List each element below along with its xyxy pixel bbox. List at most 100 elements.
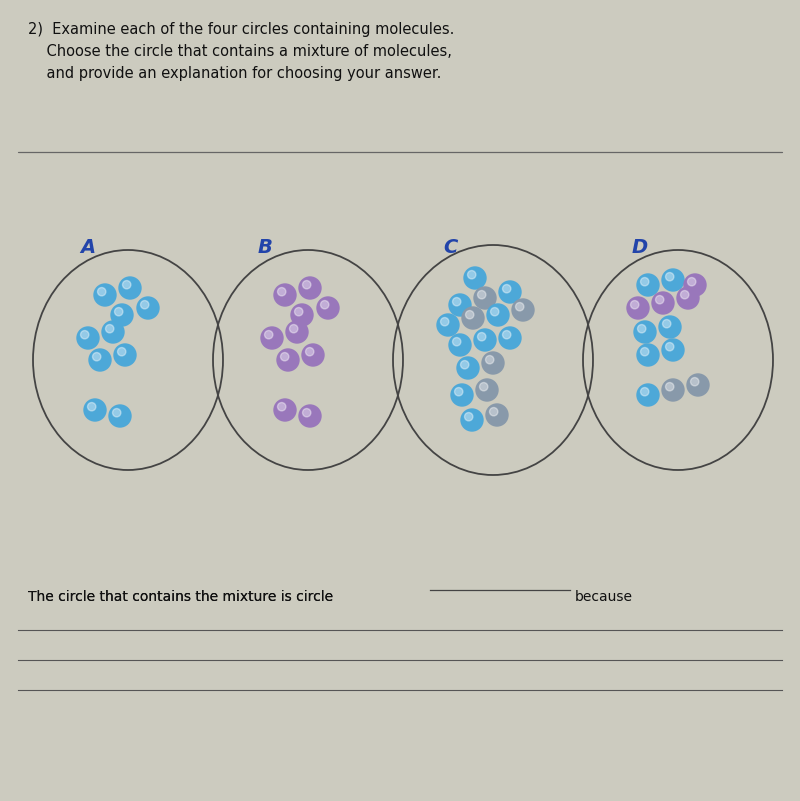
Circle shape xyxy=(302,344,324,366)
Circle shape xyxy=(302,280,311,289)
Circle shape xyxy=(89,349,111,371)
Circle shape xyxy=(437,314,459,336)
Circle shape xyxy=(451,384,473,406)
Circle shape xyxy=(461,409,483,431)
Circle shape xyxy=(102,321,124,343)
Circle shape xyxy=(630,300,639,309)
Circle shape xyxy=(666,343,674,351)
Circle shape xyxy=(265,331,273,339)
Circle shape xyxy=(490,308,499,316)
Circle shape xyxy=(637,274,659,296)
Circle shape xyxy=(659,316,681,338)
Text: C: C xyxy=(443,238,458,257)
Circle shape xyxy=(662,269,684,291)
Circle shape xyxy=(106,324,114,333)
Circle shape xyxy=(662,320,671,328)
Circle shape xyxy=(687,277,696,286)
Circle shape xyxy=(478,291,486,299)
Text: The circle that contains the mixture is circle: The circle that contains the mixture is … xyxy=(28,590,333,604)
Circle shape xyxy=(317,297,339,319)
Circle shape xyxy=(486,404,508,426)
Circle shape xyxy=(499,281,521,303)
Circle shape xyxy=(490,408,498,416)
Text: D: D xyxy=(632,238,648,257)
Circle shape xyxy=(502,284,511,293)
Text: because: because xyxy=(575,590,633,604)
Circle shape xyxy=(512,299,534,321)
Circle shape xyxy=(466,311,474,319)
Circle shape xyxy=(84,399,106,421)
Circle shape xyxy=(464,267,486,289)
Circle shape xyxy=(515,303,524,311)
Circle shape xyxy=(441,317,449,326)
Circle shape xyxy=(109,405,131,427)
Circle shape xyxy=(454,388,463,396)
Circle shape xyxy=(462,307,484,329)
Circle shape xyxy=(111,304,133,326)
Text: The circle that contains the mixture is circle: The circle that contains the mixture is … xyxy=(28,590,333,604)
Circle shape xyxy=(299,405,321,427)
Circle shape xyxy=(286,321,308,343)
Circle shape xyxy=(687,374,709,396)
Circle shape xyxy=(321,300,329,309)
Circle shape xyxy=(306,348,314,356)
Circle shape xyxy=(487,304,509,326)
Circle shape xyxy=(482,352,504,374)
Circle shape xyxy=(641,277,649,286)
Circle shape xyxy=(457,357,479,379)
Circle shape xyxy=(478,332,486,341)
Circle shape xyxy=(638,324,646,333)
Circle shape xyxy=(476,379,498,401)
Circle shape xyxy=(652,292,674,314)
Circle shape xyxy=(681,291,689,299)
Circle shape xyxy=(277,349,299,371)
Circle shape xyxy=(641,348,649,356)
Circle shape xyxy=(81,331,89,339)
Circle shape xyxy=(465,413,473,421)
Circle shape xyxy=(137,297,159,319)
Circle shape xyxy=(461,360,469,369)
Circle shape xyxy=(261,327,283,349)
Circle shape xyxy=(141,300,149,309)
Circle shape xyxy=(502,331,511,339)
Circle shape xyxy=(122,280,131,289)
Text: 2)  Examine each of the four circles containing molecules.
    Choose the circle: 2) Examine each of the four circles cont… xyxy=(28,22,454,82)
Circle shape xyxy=(637,384,659,406)
Circle shape xyxy=(113,409,121,417)
Circle shape xyxy=(294,308,303,316)
Circle shape xyxy=(467,271,476,279)
Circle shape xyxy=(281,352,289,361)
Circle shape xyxy=(662,379,684,401)
Circle shape xyxy=(274,284,296,306)
Circle shape xyxy=(302,409,311,417)
Circle shape xyxy=(677,287,699,309)
Circle shape xyxy=(637,344,659,366)
Circle shape xyxy=(499,327,521,349)
Circle shape xyxy=(274,399,296,421)
Circle shape xyxy=(291,304,313,326)
Circle shape xyxy=(662,339,684,361)
Circle shape xyxy=(666,383,674,391)
Circle shape xyxy=(479,383,488,391)
Circle shape xyxy=(684,274,706,296)
Circle shape xyxy=(449,294,471,316)
Circle shape xyxy=(118,348,126,356)
Circle shape xyxy=(87,403,96,411)
Circle shape xyxy=(119,277,141,299)
Circle shape xyxy=(114,344,136,366)
Circle shape xyxy=(278,403,286,411)
Circle shape xyxy=(77,327,99,349)
Circle shape xyxy=(655,296,664,304)
Circle shape xyxy=(474,329,496,351)
Circle shape xyxy=(690,377,699,386)
Circle shape xyxy=(114,308,123,316)
Circle shape xyxy=(634,321,656,343)
Text: B: B xyxy=(258,238,273,257)
Circle shape xyxy=(486,356,494,364)
Circle shape xyxy=(627,297,649,319)
Circle shape xyxy=(278,288,286,296)
Text: A: A xyxy=(80,238,95,257)
Circle shape xyxy=(98,288,106,296)
Circle shape xyxy=(299,277,321,299)
Circle shape xyxy=(666,272,674,281)
